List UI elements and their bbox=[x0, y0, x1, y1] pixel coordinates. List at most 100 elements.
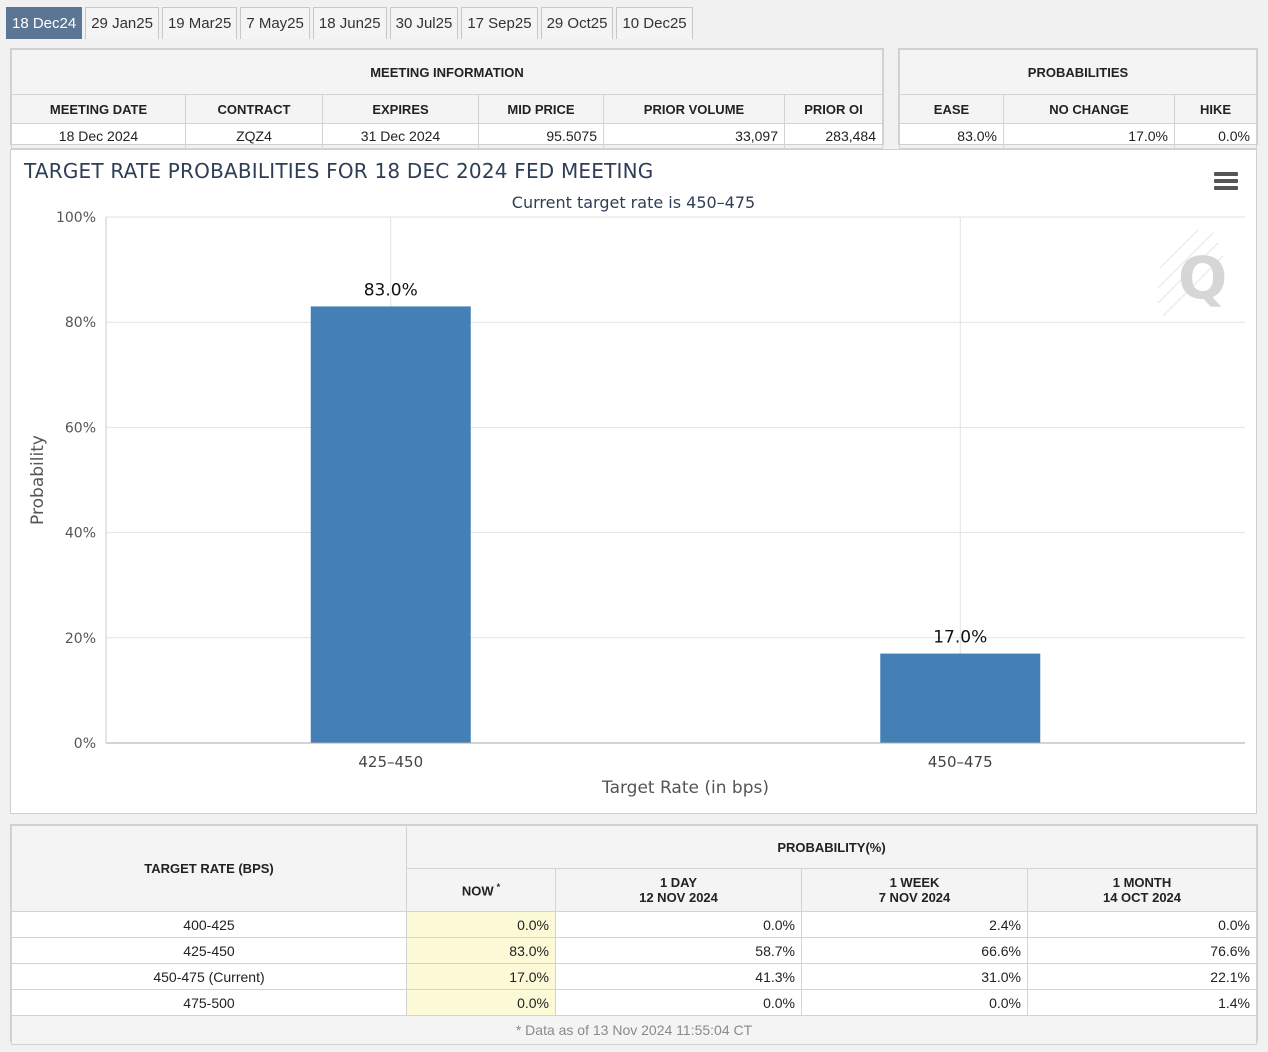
probability-cell: 0.0% bbox=[1027, 911, 1257, 938]
target-rate-cell: 400-425 bbox=[11, 911, 407, 938]
hamburger-menu-icon[interactable] bbox=[1214, 172, 1238, 192]
probability-history-table: TARGET RATE (BPS) PROBABILITY(%) NOW * 1 D… bbox=[11, 825, 1257, 1045]
x-tick-label: 450–475 bbox=[928, 753, 993, 771]
tab-meeting-7[interactable]: 17 Sep25 bbox=[461, 7, 538, 39]
probability-cell: 0.0% bbox=[406, 989, 556, 1016]
tab-meeting-1[interactable]: 18 Dec24 bbox=[6, 7, 83, 39]
prob-col-header-line1: NOW bbox=[461, 883, 494, 899]
meeting-tabs: 18 Dec24 29 Jan25 19 Mar25 7 May25 18 Jun25 3… bbox=[6, 7, 693, 39]
prob-col-header-label: NOW * bbox=[408, 882, 554, 898]
table-row: 400-425 0.0% 0.0% 2.4% 0.0% bbox=[11, 911, 1257, 938]
y-tick-label: 60% bbox=[65, 420, 96, 436]
bar-425–450 bbox=[310, 306, 471, 743]
tab-meeting-8[interactable]: 29 Oct25 bbox=[540, 7, 614, 39]
probability-header: PROBABILITY(%) bbox=[406, 825, 1257, 869]
data-label: 17.0% bbox=[933, 628, 987, 648]
prob-col-header-label: 1 WEEK bbox=[803, 875, 1026, 890]
prob-col-header-label: 1 DAY bbox=[557, 875, 800, 890]
meeting-info-table: MEETING INFORMATION MEETING DATE CONTRAC… bbox=[11, 49, 883, 149]
chart-title: TARGET RATE PROBABILITIES FOR 18 DEC 202… bbox=[24, 159, 654, 183]
y-tick-label: 20% bbox=[65, 631, 96, 647]
data-timestamp-footnote: * Data as of 13 Nov 2024 11:55:04 CT bbox=[11, 1015, 1257, 1045]
x-axis-title: Target Rate (in bps) bbox=[601, 778, 769, 798]
header-contract: CONTRACT bbox=[185, 94, 323, 124]
header-prior-volume: PRIOR VOLUME bbox=[603, 94, 785, 124]
target-rate-cell: 475-500 bbox=[11, 989, 407, 1016]
prob-col-header-2: 1 DAY 12 NOV 2024 bbox=[555, 868, 802, 912]
prob-col-header-date: 7 NOV 2024 bbox=[878, 890, 951, 905]
probabilities-title: PROBABILITIES bbox=[899, 49, 1257, 95]
header-hike: HIKE bbox=[1174, 94, 1257, 124]
prob-col-header-1: NOW * bbox=[406, 868, 556, 912]
probability-cell: 66.6% bbox=[801, 937, 1028, 964]
prior-volume-value: 33,097 bbox=[603, 123, 785, 149]
prob-col-header-4: 1 MONTH 14 OCT 2024 bbox=[1027, 868, 1257, 912]
chart-panel: TARGET RATE PROBABILITIES FOR 18 DEC 202… bbox=[10, 149, 1257, 814]
probability-cell: 58.7% bbox=[555, 937, 802, 964]
tab-meeting-4[interactable]: 7 May25 bbox=[240, 7, 310, 39]
tab-meeting-3[interactable]: 19 Mar25 bbox=[161, 7, 238, 39]
probability-cell: 0.0% bbox=[406, 911, 556, 938]
tab-meeting-6[interactable]: 30 Jul25 bbox=[389, 7, 459, 39]
meeting-info-panel: MEETING INFORMATION MEETING DATE CONTRAC… bbox=[10, 48, 884, 149]
table-row: 425-450 83.0% 58.7% 66.6% 76.6% bbox=[11, 937, 1257, 964]
data-label: 83.0% bbox=[364, 280, 418, 300]
tab-meeting-9[interactable]: 10 Dec25 bbox=[616, 7, 693, 39]
table-row: 475-500 0.0% 0.0% 0.0% 1.4% bbox=[11, 989, 1257, 1016]
probability-cell: 31.0% bbox=[801, 963, 1028, 990]
y-tick-label: 100% bbox=[56, 210, 96, 226]
prob-col-header-line1: 1 DAY bbox=[659, 875, 698, 890]
probability-cell: 2.4% bbox=[801, 911, 1028, 938]
tab-meeting-2[interactable]: 29 Jan25 bbox=[85, 7, 159, 39]
svg-text:Q: Q bbox=[1178, 244, 1227, 312]
header-mid-price: MID PRICE bbox=[478, 94, 604, 124]
header-prior-oi: PRIOR OI bbox=[784, 94, 883, 124]
prob-col-header-3: 1 WEEK 7 NOV 2024 bbox=[801, 868, 1028, 912]
y-axis-title: Probability bbox=[28, 435, 48, 525]
probability-cell: 1.4% bbox=[1027, 989, 1257, 1016]
tab-meeting-5[interactable]: 18 Jun25 bbox=[312, 7, 387, 39]
table-row: 450-475 (Current) 17.0% 41.3% 31.0% 22.1% bbox=[11, 963, 1257, 990]
y-tick-label: 40% bbox=[65, 526, 96, 542]
prior-oi-value: 283,484 bbox=[784, 123, 883, 149]
bar-450–475 bbox=[880, 653, 1041, 743]
header-ease: EASE bbox=[899, 94, 1004, 124]
chart-svg: 0% 20% 40% 60% 80% 100% 83.0% 425–450 17.0% 450–4… bbox=[28, 210, 1245, 798]
y-tick-label: 0% bbox=[74, 736, 96, 752]
chart-subtitle: Current target rate is 450–475 bbox=[511, 193, 756, 212]
x-tick-label: 425–450 bbox=[358, 753, 423, 771]
prob-col-header-line1: 1 MONTH bbox=[1112, 875, 1172, 890]
probability-cell: 0.0% bbox=[801, 989, 1028, 1016]
probability-cell: 22.1% bbox=[1027, 963, 1257, 990]
probability-cell: 83.0% bbox=[406, 937, 556, 964]
prob-col-header-date: 12 NOV 2024 bbox=[639, 890, 718, 905]
prob-col-header-date: 14 OCT 2024 bbox=[1102, 890, 1182, 905]
probability-cell: 76.6% bbox=[1027, 937, 1257, 964]
header-meeting-date: MEETING DATE bbox=[11, 94, 186, 124]
target-rate-cell: 450-475 (Current) bbox=[11, 963, 407, 990]
contract-value: ZQZ4 bbox=[185, 123, 323, 149]
expires-value: 31 Dec 2024 bbox=[322, 123, 479, 149]
footnote-marker: * bbox=[496, 881, 501, 892]
header-no-change: NO CHANGE bbox=[1003, 94, 1175, 124]
probability-cell: 0.0% bbox=[555, 989, 802, 1016]
hike-value: 0.0% bbox=[1174, 123, 1257, 149]
prob-col-header-label: 1 MONTH bbox=[1029, 875, 1255, 890]
meeting-date-value: 18 Dec 2024 bbox=[11, 123, 186, 149]
target-rate-header: TARGET RATE (BPS) bbox=[11, 825, 407, 912]
no-change-value: 17.0% bbox=[1003, 123, 1175, 149]
probability-history-panel: TARGET RATE (BPS) PROBABILITY(%) NOW * 1 D… bbox=[10, 824, 1258, 1045]
probabilities-panel: PROBABILITIES EASE NO CHANGE HIKE 83.0% … bbox=[898, 48, 1258, 149]
probability-cell: 17.0% bbox=[406, 963, 556, 990]
probabilities-table: PROBABILITIES EASE NO CHANGE HIKE 83.0% … bbox=[899, 49, 1257, 149]
ease-value: 83.0% bbox=[899, 123, 1004, 149]
prob-col-header-line1: 1 WEEK bbox=[889, 875, 940, 890]
probability-cell: 41.3% bbox=[555, 963, 802, 990]
meeting-info-title: MEETING INFORMATION bbox=[11, 49, 883, 95]
target-rate-cell: 425-450 bbox=[11, 937, 407, 964]
header-expires: EXPIRES bbox=[322, 94, 479, 124]
q-logo-icon: Q bbox=[1157, 228, 1228, 323]
y-tick-label: 80% bbox=[65, 315, 96, 331]
probability-cell: 0.0% bbox=[555, 911, 802, 938]
mid-price-value: 95.5075 bbox=[478, 123, 604, 149]
